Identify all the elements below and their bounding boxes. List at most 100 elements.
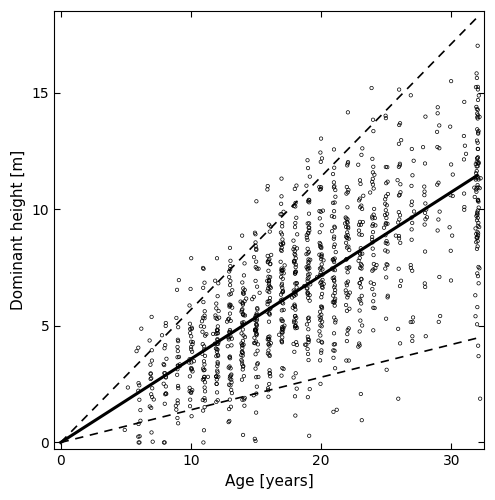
Point [369, 220, 377, 228]
Point [369, 298, 377, 306]
Point [329, 170, 337, 178]
Point [174, 336, 182, 344]
Point [278, 244, 286, 252]
Point [357, 276, 365, 283]
Point [241, 286, 248, 294]
Point [435, 122, 443, 130]
Point [278, 324, 286, 332]
Point [187, 338, 195, 345]
Point [303, 236, 311, 244]
Point [369, 244, 377, 252]
Point [369, 326, 377, 334]
Point [264, 272, 272, 280]
Point [148, 356, 156, 364]
Point [265, 278, 273, 285]
Point [279, 287, 287, 295]
Point [407, 182, 415, 190]
Point [475, 92, 483, 100]
Point [293, 230, 301, 238]
Point [187, 332, 195, 340]
Point [436, 273, 444, 281]
Point [136, 396, 144, 404]
Point [278, 222, 286, 230]
Point [228, 342, 236, 349]
Point [264, 384, 272, 392]
Point [241, 402, 248, 409]
Point [187, 389, 195, 397]
Point [304, 258, 312, 266]
Point [368, 236, 376, 244]
Point [355, 295, 363, 303]
Point [174, 343, 182, 351]
Point [265, 336, 273, 344]
Point [292, 268, 299, 276]
Point [367, 278, 375, 286]
Point [396, 239, 404, 247]
Point [200, 312, 208, 320]
Point [476, 264, 484, 272]
Point [408, 236, 416, 244]
Point [172, 402, 180, 410]
Point [356, 264, 364, 272]
Point [302, 263, 310, 271]
Point [330, 207, 338, 215]
Point [330, 164, 338, 172]
Point [251, 326, 259, 334]
Point [368, 214, 376, 222]
Point [409, 318, 417, 326]
Point [473, 184, 481, 192]
Point [277, 258, 285, 266]
Point [383, 366, 391, 374]
Point [240, 290, 248, 298]
Point [331, 340, 339, 348]
Point [238, 232, 246, 239]
Point [147, 375, 154, 383]
Point [278, 298, 286, 306]
Point [253, 282, 261, 290]
Point [293, 279, 300, 287]
Point [396, 180, 404, 188]
Point [188, 365, 196, 373]
Point [290, 292, 298, 300]
Point [447, 77, 455, 85]
Point [280, 306, 288, 314]
Point [225, 336, 233, 344]
Point [343, 183, 351, 191]
Point [212, 380, 220, 388]
Point [346, 305, 353, 313]
Point [345, 264, 352, 272]
Point [408, 219, 416, 227]
Point [212, 314, 220, 322]
Point [370, 205, 378, 213]
Point [263, 308, 271, 316]
Point [342, 232, 350, 240]
Point [474, 130, 482, 138]
Point [473, 113, 481, 121]
Point [266, 228, 274, 235]
Point [199, 438, 207, 446]
Point [148, 313, 155, 321]
Point [317, 244, 325, 252]
Point [277, 210, 285, 218]
Point [279, 328, 287, 336]
Point [264, 346, 272, 354]
Point [305, 317, 313, 325]
Point [318, 304, 326, 312]
Point [199, 376, 207, 384]
Point [384, 261, 392, 269]
Point [475, 223, 483, 231]
Point [422, 216, 430, 224]
Point [201, 378, 209, 386]
Point [315, 183, 323, 191]
Point [330, 243, 338, 251]
Point [265, 220, 273, 228]
Point [331, 222, 339, 230]
Point [202, 330, 210, 338]
Point [331, 298, 339, 306]
Point [266, 294, 274, 302]
Point [280, 270, 288, 278]
Point [252, 338, 260, 345]
Point [473, 234, 481, 242]
Point [226, 310, 234, 318]
Point [330, 178, 338, 186]
